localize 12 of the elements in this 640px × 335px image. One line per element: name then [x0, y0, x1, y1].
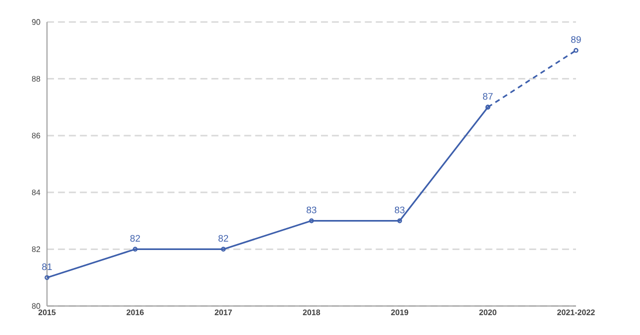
point: [220, 246, 226, 252]
point: [574, 48, 578, 53]
data-label: 87: [482, 92, 493, 100]
data-label: 83: [394, 206, 405, 214]
point: [309, 218, 314, 224]
point: [397, 218, 402, 224]
point: [132, 246, 138, 252]
data-label: 82: [130, 234, 140, 242]
data-label: 81: [42, 263, 52, 270]
data-label: 82: [218, 234, 228, 242]
data-label: 83: [306, 206, 316, 214]
data-label: 89: [571, 36, 581, 43]
